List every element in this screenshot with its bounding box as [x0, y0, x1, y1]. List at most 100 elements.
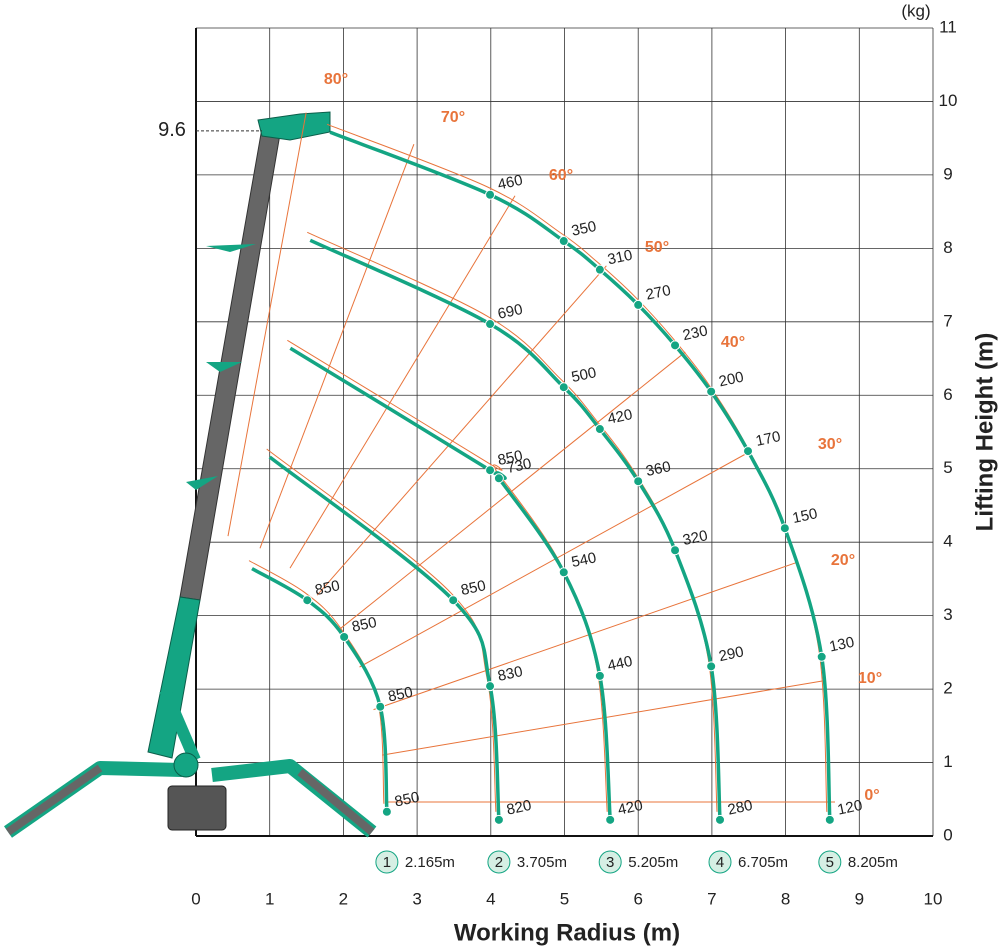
load-label: 280: [726, 797, 754, 819]
x-tick-label: 1: [265, 889, 274, 908]
load-point: [558, 236, 569, 247]
y-tick-label: 8: [943, 238, 952, 257]
load-point: [594, 670, 605, 681]
load-label: 200: [717, 369, 745, 391]
boom-number: 1: [383, 854, 391, 871]
load-label: 820: [505, 797, 533, 819]
angle-label: 40°: [721, 334, 745, 351]
plot-area: [195, 27, 934, 837]
load-label: 120: [836, 797, 864, 819]
boom-number: 5: [826, 854, 834, 871]
load-label: 850: [393, 789, 421, 811]
load-point: [633, 299, 644, 310]
y-axis-title: Lifting Height (m): [971, 333, 998, 532]
load-label: 830: [496, 663, 524, 685]
load-point: [706, 386, 717, 397]
load-label: 850: [350, 614, 378, 636]
boom-number-badge: [598, 850, 622, 874]
boom-number-badge: [487, 850, 511, 874]
boom-number: 3: [606, 854, 614, 871]
angle-label: 30°: [818, 436, 842, 453]
y-tick-label: 1: [943, 752, 952, 771]
angle-label: 10°: [858, 670, 882, 687]
load-point: [485, 681, 496, 692]
load-label: 290: [717, 643, 745, 665]
max-height-label: 9.6: [158, 119, 186, 141]
y-tick-label: 9: [943, 164, 952, 183]
load-point: [381, 806, 392, 817]
load-label: 170: [754, 428, 782, 450]
load-point: [715, 814, 726, 825]
load-point: [706, 661, 717, 672]
load-point: [339, 631, 350, 642]
boom-number: 2: [495, 854, 503, 871]
x-tick-label: 6: [633, 889, 642, 908]
boom-number: 4: [716, 854, 724, 871]
angle-label: 0°: [864, 787, 879, 804]
load-label: 320: [681, 527, 709, 549]
load-point: [816, 651, 827, 662]
load-label: 850: [459, 577, 487, 599]
angle-label: 70°: [441, 109, 465, 126]
x-tick-label: 9: [855, 889, 864, 908]
x-tick-label: 2: [339, 889, 348, 908]
load-label: 850: [496, 447, 524, 469]
load-label: 270: [644, 282, 672, 304]
load-point: [594, 264, 605, 275]
load-label: 500: [570, 364, 598, 386]
angle-line: [373, 562, 797, 711]
load-point: [670, 340, 681, 351]
y-tick-label: 5: [943, 458, 952, 477]
load-point: [779, 523, 790, 534]
load-point: [558, 567, 569, 578]
x-tick-label: 5: [560, 889, 569, 908]
load-point: [485, 319, 496, 330]
boom-length: 5.205m: [628, 854, 678, 871]
y-tick-label: 10: [939, 91, 958, 110]
load-point: [594, 424, 605, 435]
angle-arc: [266, 448, 497, 812]
angle-line: [227, 112, 307, 537]
load-point: [824, 814, 835, 825]
x-tick-label: 8: [781, 889, 790, 908]
load-label: 420: [606, 406, 634, 428]
angle-label: 50°: [645, 239, 669, 256]
y-tick-label: 4: [943, 532, 952, 551]
load-point: [743, 446, 754, 457]
load-point: [485, 465, 496, 476]
load-point: [485, 189, 496, 200]
angle-line: [316, 265, 607, 596]
boom-number-badge: [375, 850, 399, 874]
boom-length: 8.205m: [848, 854, 898, 871]
load-label: 690: [496, 301, 524, 323]
angle-label: 60°: [549, 167, 573, 184]
load-label: 230: [681, 322, 709, 344]
load-label: 730: [505, 455, 533, 477]
load-label: 850: [313, 577, 341, 599]
load-point: [375, 701, 386, 712]
y-tick-label: 2: [943, 679, 952, 698]
crane: [4, 111, 377, 838]
angle-line: [359, 451, 750, 668]
load-label: 310: [606, 247, 634, 269]
load-point: [558, 382, 569, 393]
load-label: 440: [606, 653, 634, 675]
angle-arc: [287, 339, 608, 812]
load-label: 850: [386, 684, 414, 706]
y-tick-label: 3: [943, 605, 952, 624]
boom-arc: [251, 567, 389, 812]
load-label: 420: [616, 797, 644, 819]
y-tick-label: 6: [943, 385, 952, 404]
angle-line: [289, 195, 516, 569]
x-tick-label: 10: [924, 889, 943, 908]
boom-number-badge: [708, 850, 732, 874]
boom-arc: [289, 346, 612, 820]
y-unit: (kg): [901, 1, 930, 20]
y-tick-label: 7: [943, 311, 952, 330]
load-point: [493, 473, 504, 484]
boom-arc: [268, 455, 501, 820]
load-point: [448, 595, 459, 606]
x-tick-label: 3: [412, 889, 421, 908]
boom-number-badge: [818, 850, 842, 874]
